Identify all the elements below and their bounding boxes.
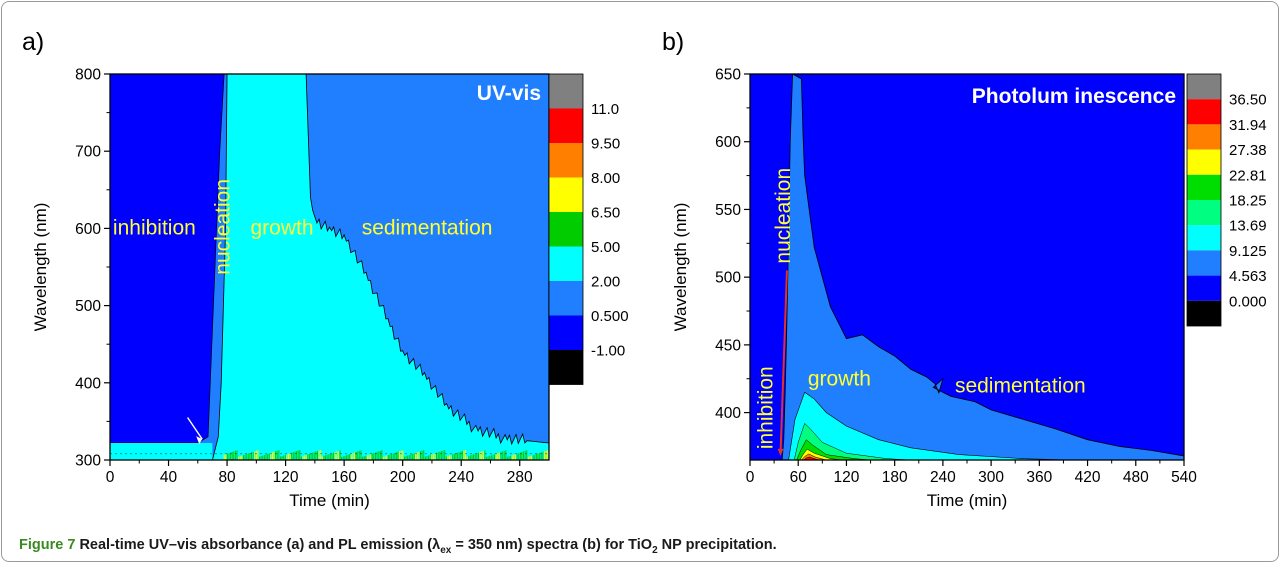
colorbar-swatch <box>1187 150 1221 175</box>
colorbar-label: 9.50 <box>591 136 620 153</box>
y-tick-label: 400 <box>715 405 741 422</box>
x-tick-label: 280 <box>507 469 533 486</box>
colorbar-swatch <box>1187 225 1221 250</box>
colorbar-swatch <box>549 178 583 213</box>
annotation-growth: growth <box>808 368 871 391</box>
colorbar-swatch <box>549 281 583 316</box>
colorbar-swatch <box>549 316 583 351</box>
uvvis-panel: inhibition nucleation growth sedimentation U… <box>22 28 629 510</box>
x-tick-label: 60 <box>790 469 808 486</box>
x-tick-label: 0 <box>106 469 115 486</box>
colorbar-swatch <box>549 350 583 385</box>
y-tick-label: 650 <box>715 67 741 84</box>
uvvis-heatmap <box>110 74 549 460</box>
x-tick-label: 300 <box>978 469 1004 486</box>
colorbar-label: -1.00 <box>591 343 625 360</box>
pl-heatmap <box>750 74 1184 460</box>
colorbar-label: 36.50 <box>1229 92 1267 109</box>
colorbar-label: 2.00 <box>591 274 620 291</box>
colorbar-label: 5.00 <box>591 239 620 256</box>
x-tick-label: 200 <box>390 469 416 486</box>
colorbar-swatch <box>1187 74 1221 99</box>
x-tick-label: 240 <box>930 469 956 486</box>
y-tick-label: 800 <box>75 67 101 84</box>
colorbar-label: 0.500 <box>591 308 629 325</box>
colorbar-swatch <box>1187 200 1221 225</box>
annotation-sedimentation: sedimentation <box>955 374 1086 397</box>
colorbar-label: 13.69 <box>1229 218 1267 235</box>
x-tick-label: 180 <box>882 469 908 486</box>
x-tick-label: 480 <box>1123 469 1149 486</box>
region-inhibition <box>110 74 224 443</box>
x-axis-label: Time (min) <box>927 491 1008 510</box>
colorbar-label: 8.00 <box>591 170 620 187</box>
x-tick-label: 120 <box>834 469 860 486</box>
y-tick-label: 600 <box>715 134 741 151</box>
colorbar-label: 22.81 <box>1229 167 1267 184</box>
x-tick-label: 40 <box>160 469 178 486</box>
colorbar-swatch <box>549 74 583 109</box>
x-tick-label: 0 <box>746 469 755 486</box>
region-baseline-strip <box>110 443 212 460</box>
y-tick-label: 700 <box>75 144 101 161</box>
photoluminescence-panel: inhibition nucleation growth sedimentation P… <box>662 28 1267 510</box>
colorbar-label: 0.000 <box>1229 293 1267 310</box>
panel-label: b) <box>662 28 684 56</box>
colorbar-label: 31.94 <box>1229 117 1267 134</box>
colorbar-swatch <box>1187 175 1221 200</box>
figure-canvas: inhibition nucleation growth sedimentation U… <box>0 0 1282 535</box>
colorbar-swatch <box>1187 301 1221 326</box>
colorbar-swatch <box>1187 99 1221 124</box>
panel-title: UV-vis <box>477 82 541 105</box>
y-tick-label: 300 <box>75 453 101 470</box>
x-tick-label: 420 <box>1075 469 1101 486</box>
caption-text: Real-time UV–vis absorbance (a) and PL e… <box>79 537 776 553</box>
y-tick-label: 550 <box>715 202 741 219</box>
colorbar-label: 6.50 <box>591 205 620 222</box>
colorbar-label: 11.0 <box>591 101 619 118</box>
x-tick-label: 240 <box>448 469 474 486</box>
annotation-growth: growth <box>250 217 313 240</box>
y-axis-label: Wavelength (nm) <box>671 203 690 332</box>
colorbar-label: 27.38 <box>1229 142 1267 159</box>
x-tick-label: 80 <box>218 469 236 486</box>
colorbar-swatch <box>549 247 583 282</box>
colorbar-label: 18.25 <box>1229 193 1267 210</box>
colorbar-swatch <box>549 109 583 144</box>
y-tick-label: 500 <box>715 270 741 287</box>
colorbar-swatch <box>549 212 583 247</box>
y-tick-label: 600 <box>75 221 101 238</box>
colorbar-label: 9.125 <box>1229 243 1267 260</box>
y-axis-label: Wavelength (nm) <box>31 203 50 332</box>
annotation-nucleation: nucleation <box>211 179 234 275</box>
x-tick-label: 120 <box>273 469 299 486</box>
y-tick-label: 400 <box>75 375 101 392</box>
annotation-inhibition: inhibition <box>113 217 196 240</box>
annotation-sedimentation: sedimentation <box>362 217 493 240</box>
annotation-nucleation: nucleation <box>772 168 795 264</box>
colorbar-swatch <box>1187 250 1221 275</box>
colorbar-swatch <box>1187 276 1221 301</box>
panel-label: a) <box>22 28 44 56</box>
x-tick-label: 540 <box>1171 469 1197 486</box>
colorbar-swatch <box>1187 124 1221 149</box>
x-tick-label: 160 <box>331 469 357 486</box>
caption-lead: Figure 7 <box>19 537 75 553</box>
y-tick-label: 450 <box>715 337 741 354</box>
annotation-inhibition: inhibition <box>755 366 778 449</box>
x-axis-label: Time (min) <box>289 491 370 510</box>
x-tick-label: 360 <box>1026 469 1052 486</box>
colorbar-label: 4.563 <box>1229 268 1267 285</box>
colorbar-swatch <box>549 143 583 178</box>
panel-title: Photolum inescence <box>972 85 1176 108</box>
figure-caption: Figure 7 Real-time UV–vis absorbance (a)… <box>19 537 777 556</box>
y-tick-label: 500 <box>75 298 101 315</box>
